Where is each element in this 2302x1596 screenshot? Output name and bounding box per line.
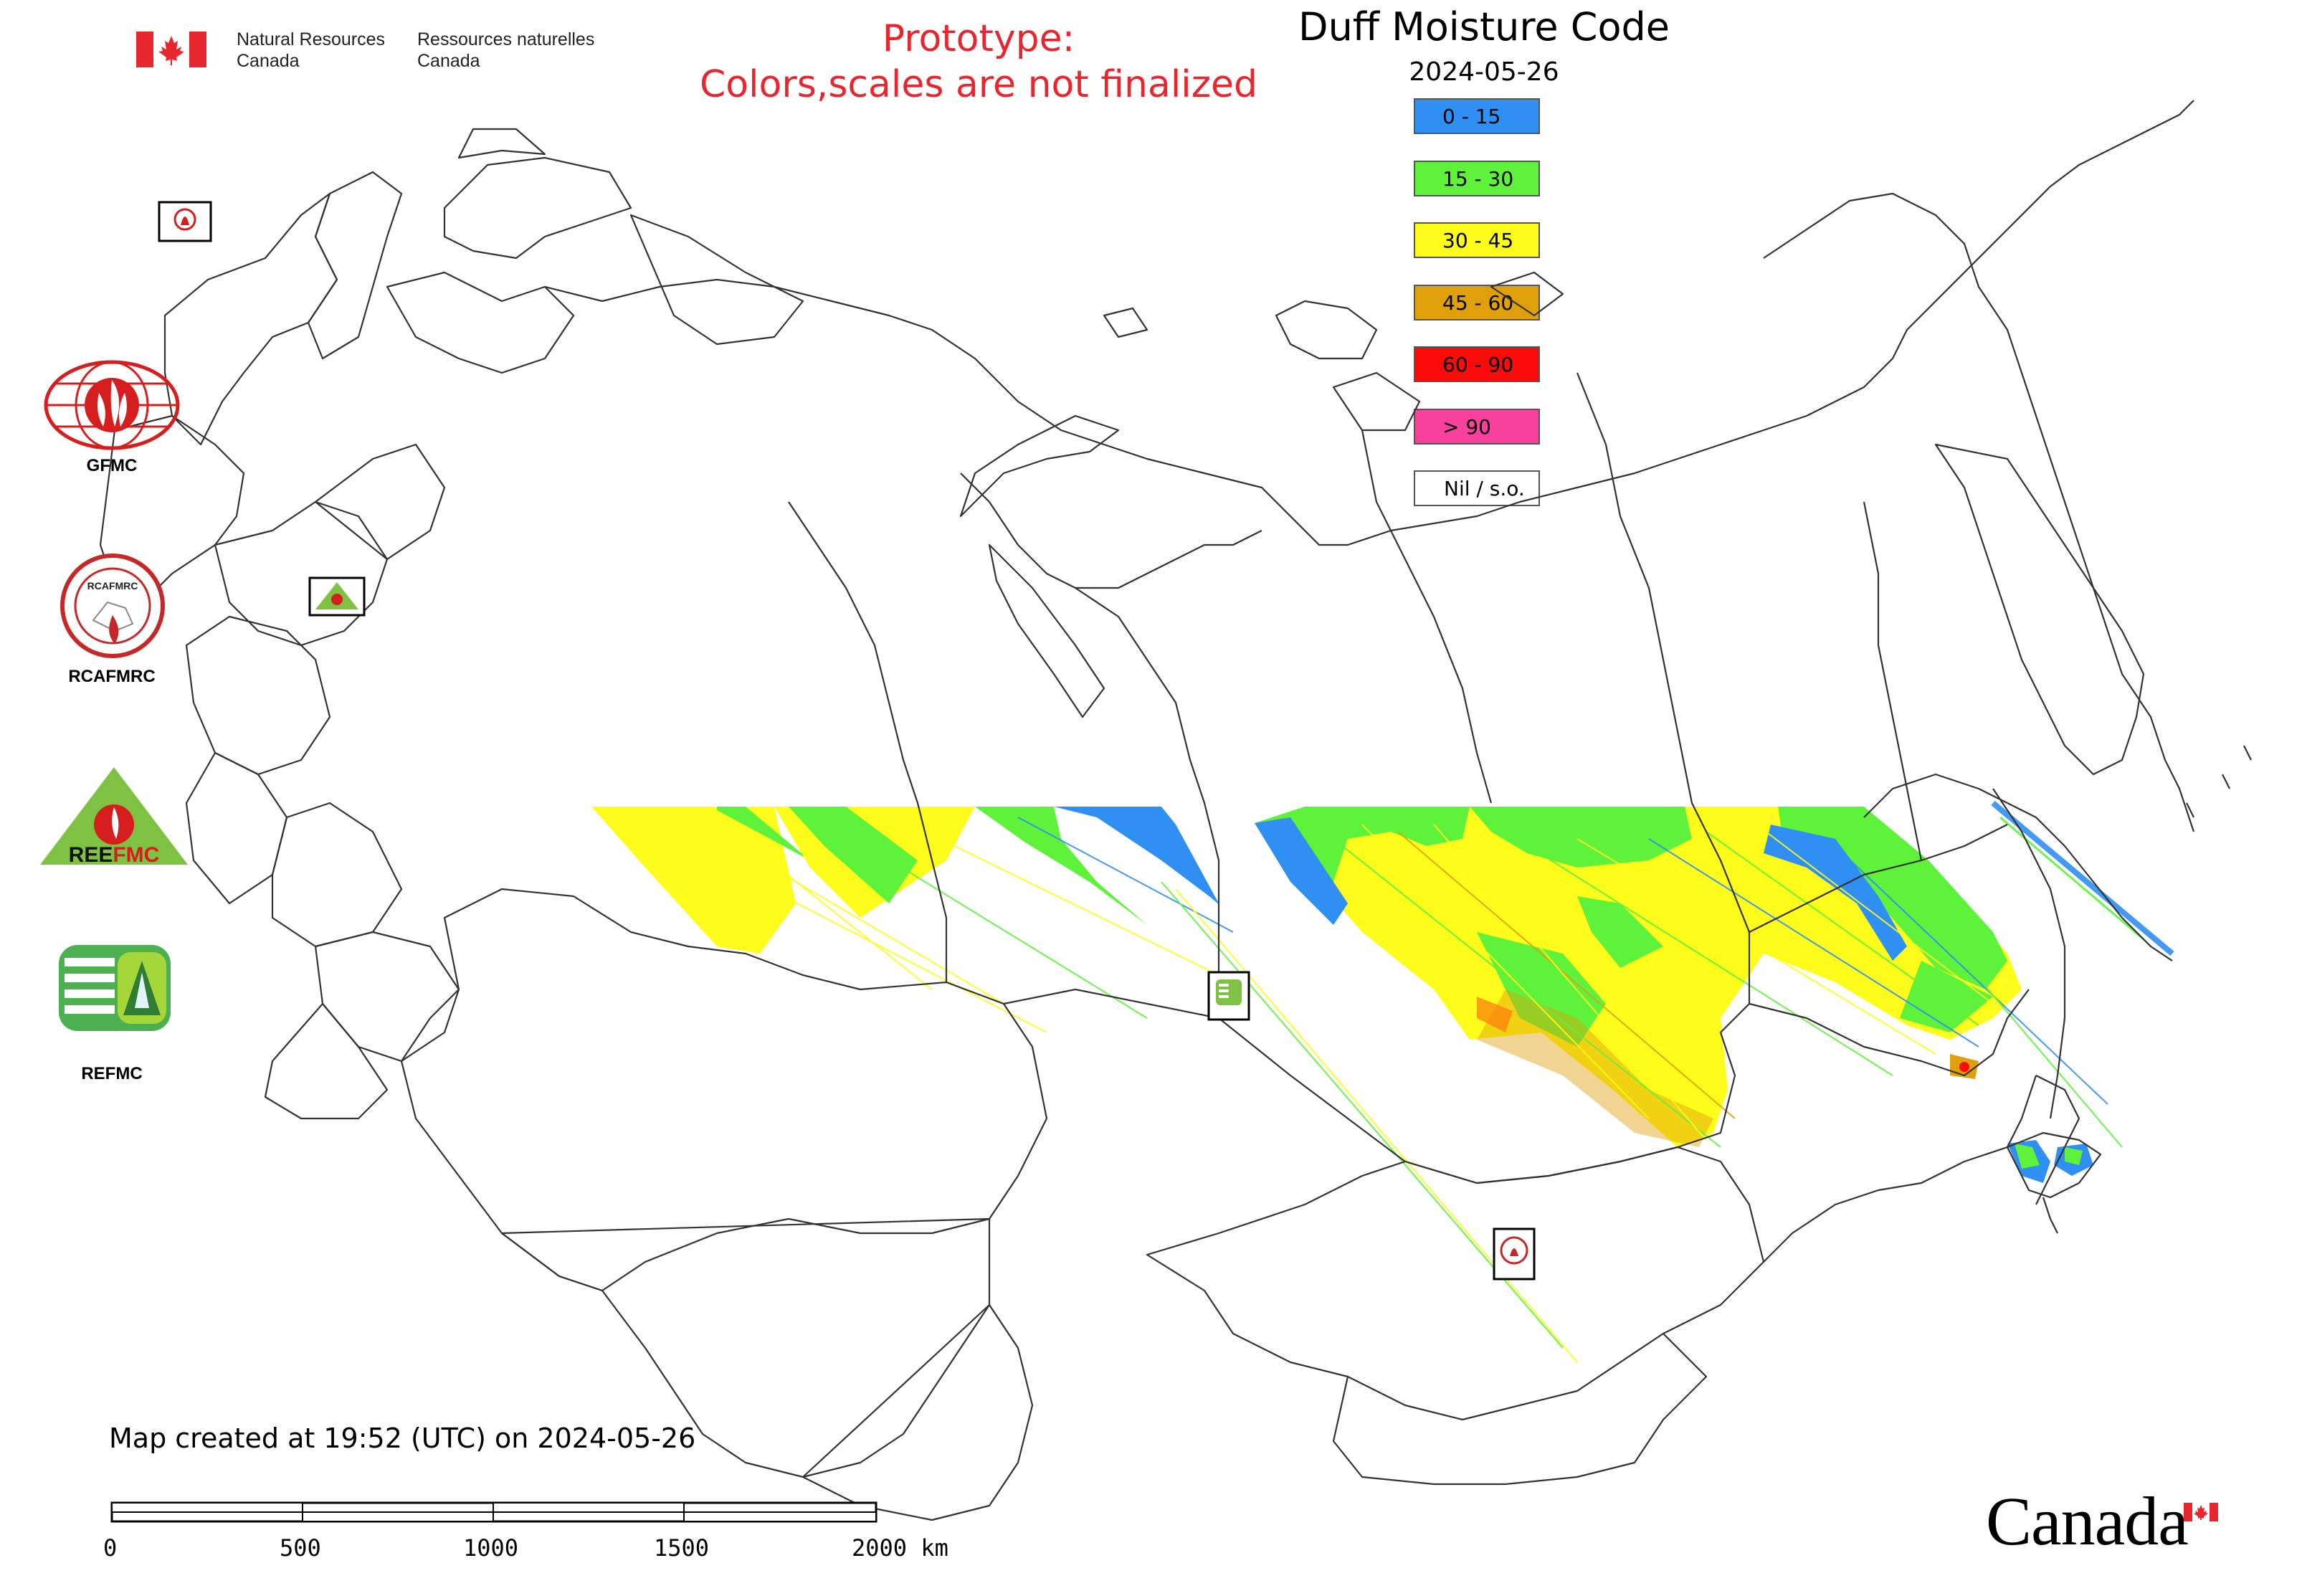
legend-item: 45 - 60: [1414, 285, 1540, 320]
scale-bar: [110, 1501, 877, 1523]
legend-item-label: 60 - 90: [1442, 352, 1514, 376]
org-name-fr-line2: Canada: [417, 51, 480, 71]
gfmc-logo-icon: [44, 360, 180, 450]
svg-text:RCAFMRC: RCAFMRC: [87, 580, 138, 592]
station-marker-icon: [1207, 971, 1250, 1021]
canada-wordmark: Canada: [1986, 1483, 2189, 1559]
scale-tick-2000: 2000 km: [852, 1534, 948, 1562]
rcafmrc-logo-icon: RCAFMRC: [60, 554, 165, 658]
legend-item-label: > 90: [1442, 414, 1491, 439]
legend-item: 15 - 30: [1414, 161, 1540, 196]
org-name-en-line1: Natural Resources: [237, 29, 386, 49]
scale-tick-1500: 1500: [654, 1534, 710, 1562]
refmc-label: REFMC: [81, 1064, 143, 1083]
legend-item-label: Nil / s.o.: [1444, 476, 1525, 500]
legend-item: > 90: [1414, 409, 1540, 445]
legend-item: 0 - 15: [1414, 98, 1540, 134]
refmc-logo-icon: [59, 945, 171, 1031]
map-title: Duff Moisture Code: [1298, 4, 1670, 49]
legend-item: 60 - 90: [1414, 346, 1540, 382]
prototype-line2: Colors,scales are not finalized: [699, 63, 1258, 106]
scale-tick-0: 0: [103, 1534, 118, 1562]
gfmc-label: GFMC: [86, 456, 138, 475]
scale-tick-500: 500: [280, 1534, 321, 1562]
scale-tick-1000: 1000: [463, 1534, 519, 1562]
dmc-coverage-east: [1255, 800, 2174, 1183]
prototype-notice: Prototype: Colors,scales are not finaliz…: [645, 16, 1312, 108]
boundaries: [99, 100, 2252, 1521]
map-created-note: Map created at 19:52 (UTC) on 2024-05-26: [109, 1422, 696, 1454]
legend-item: Nil / s.o.: [1414, 470, 1540, 506]
station-marker-icon: [1493, 1227, 1536, 1281]
legend-item-label: 0 - 15: [1442, 104, 1501, 128]
legend-item-label: 30 - 45: [1442, 228, 1514, 252]
canada-flag-icon: [136, 32, 206, 67]
station-marker-icon: [158, 201, 212, 242]
prototype-line1: Prototype:: [882, 17, 1075, 60]
svg-text:REEFMC: REEFMC: [69, 843, 160, 867]
org-name-en-line2: Canada: [237, 51, 300, 71]
rcafmrc-label: RCAFMRC: [68, 667, 156, 686]
org-name-fr: Ressources naturelles Canada: [417, 29, 594, 72]
station-marker-icon: [308, 576, 366, 617]
legend-item: 30 - 45: [1414, 222, 1540, 258]
map-date: 2024-05-26: [1409, 57, 1559, 87]
canada-flag-icon: [2184, 1503, 2218, 1521]
legend-item-label: 15 - 30: [1442, 166, 1514, 191]
org-name-en: Natural Resources Canada: [237, 29, 385, 72]
org-name-fr-line1: Ressources naturelles: [417, 29, 595, 49]
reefmc-logo-icon: REEFMC: [40, 767, 188, 867]
